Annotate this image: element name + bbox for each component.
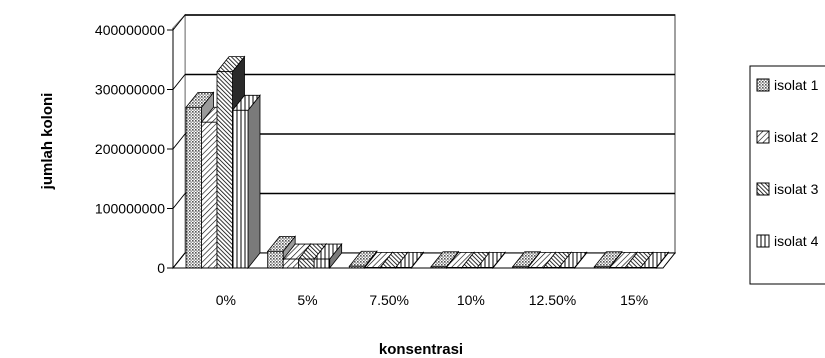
legend-label: isolat 4 bbox=[774, 233, 819, 249]
x-tick-label: 12.50% bbox=[529, 292, 576, 308]
y-tick-label: 300000000 bbox=[95, 82, 165, 98]
legend-swatch bbox=[756, 130, 770, 144]
x-axis-title: konsentrasi bbox=[379, 341, 463, 358]
bar bbox=[231, 94, 261, 270]
legend-item: isolat 4 bbox=[756, 233, 819, 249]
bar-front bbox=[282, 258, 300, 269]
y-axis-title: jumlah koloni bbox=[39, 93, 56, 191]
bar-front bbox=[201, 121, 218, 269]
legend-box bbox=[749, 65, 825, 285]
bar-front bbox=[232, 109, 249, 269]
legend-swatch bbox=[756, 78, 770, 92]
legend-label: isolat 3 bbox=[774, 181, 819, 197]
legend-swatch bbox=[756, 234, 770, 248]
gridline-side bbox=[172, 133, 186, 150]
x-tick-label: 0% bbox=[216, 292, 236, 308]
y-tick-label: 100000000 bbox=[95, 201, 165, 217]
y-tick-label: 200000000 bbox=[95, 141, 165, 157]
x-tick-label: 5% bbox=[297, 292, 317, 308]
gridline-side bbox=[172, 14, 186, 31]
legend-label: isolat 1 bbox=[774, 77, 819, 93]
x-tick-label: 15% bbox=[620, 292, 648, 308]
bar-front bbox=[216, 71, 233, 269]
bar bbox=[313, 242, 343, 270]
x-tick-label: 7.50% bbox=[369, 292, 409, 308]
bar-front bbox=[298, 258, 315, 269]
bars bbox=[185, 55, 670, 270]
y-tick-label: 0 bbox=[157, 260, 165, 276]
legend-swatch bbox=[756, 182, 770, 196]
y-tick-label: 400000000 bbox=[95, 22, 165, 38]
x-tick-label: 10% bbox=[457, 292, 485, 308]
y-axis-ticks: 0 100000000 200000000 300000000 400000000 bbox=[95, 22, 174, 276]
bar-front bbox=[313, 258, 331, 269]
legend-item: isolat 2 bbox=[756, 129, 819, 145]
gridline-side bbox=[172, 74, 186, 90]
legend-item: isolat 1 bbox=[756, 77, 819, 93]
bar-front bbox=[185, 106, 202, 269]
bar-front bbox=[267, 250, 284, 269]
gridline-side bbox=[172, 193, 186, 209]
legend-label: isolat 2 bbox=[774, 129, 819, 145]
legend-item: isolat 3 bbox=[756, 181, 819, 197]
gridline-side bbox=[172, 252, 186, 269]
legend: isolat 1 isolat 2 isolat 3 isolat 4 bbox=[756, 77, 819, 249]
gridlines bbox=[172, 14, 675, 269]
x-axis-ticks: 0% 5% 7.50% 10% 12.50% 15% bbox=[173, 267, 663, 308]
bar-side bbox=[247, 94, 261, 270]
